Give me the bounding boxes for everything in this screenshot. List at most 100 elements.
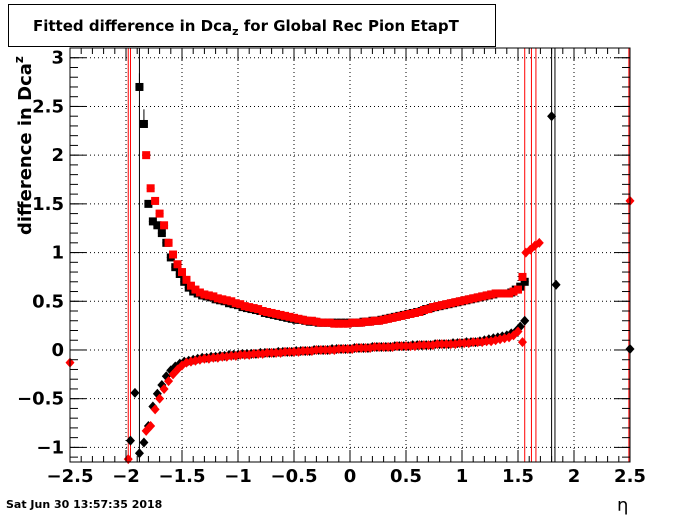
data-point-square [473, 293, 482, 302]
axis-ticks [69, 48, 631, 462]
data-point-diamond [534, 237, 544, 248]
data-point-square [433, 302, 442, 311]
x-tick-label: −0.5 [271, 466, 318, 487]
x-tick-label: 2.5 [614, 466, 646, 487]
plot-frame [69, 47, 631, 463]
data-point-square [352, 318, 361, 327]
x-tick-label: −1.5 [159, 466, 206, 487]
data-point-square [209, 292, 218, 301]
data-point-square [240, 302, 249, 311]
data-points [65, 73, 635, 465]
data-point-square [186, 281, 195, 290]
data-point-square [361, 317, 370, 326]
y-tick-label: −1 [36, 437, 64, 458]
data-point-square [343, 319, 352, 328]
x-tick-label: 0.5 [390, 466, 422, 487]
x-axis-label: η [617, 495, 629, 516]
data-point-diamond [520, 315, 530, 326]
data-point-square [482, 291, 491, 300]
data-point-square [222, 296, 231, 305]
data-point-square [258, 307, 267, 316]
data-point-square [316, 318, 325, 327]
x-tick-labels: −2.5 −2 −1.5 −1 −0.5 0 0.5 1 1.5 2 2.5 [47, 466, 646, 487]
data-point-square [249, 304, 258, 313]
data-point-square [153, 221, 162, 230]
data-point-diamond [146, 420, 156, 431]
data-point-square [160, 221, 169, 230]
data-point-square [375, 316, 384, 325]
data-point-square [135, 82, 144, 91]
y-tick-label: 1.5 [32, 194, 64, 215]
data-point-square [428, 303, 437, 312]
x-tick-label: 0 [344, 466, 357, 487]
data-point-square [478, 292, 487, 301]
data-point-square [294, 314, 303, 323]
x-tick-label: 1.5 [502, 466, 534, 487]
data-point-square [227, 297, 236, 306]
data-point-square [272, 309, 281, 318]
data-point-square [370, 316, 379, 325]
y-tick-label: 0 [51, 340, 64, 361]
data-point-square [330, 319, 339, 328]
y-tick-label: −0.5 [17, 389, 64, 410]
data-point-square [182, 275, 191, 284]
x-tick-label: 2 [568, 466, 581, 487]
y-tick-label: 0.5 [32, 291, 64, 312]
data-point-square [410, 308, 419, 317]
data-point-square [505, 289, 514, 298]
data-point-diamond [125, 435, 135, 446]
data-point-square [469, 294, 478, 303]
y-tick-labels: −1 −0.5 0 0.5 1 1.5 2 2.5 3 [17, 48, 64, 459]
data-point-square [245, 303, 254, 312]
timestamp: Sat Jun 30 13:57:35 2018 [6, 498, 163, 511]
data-point-diamond [155, 393, 165, 404]
data-point-square [357, 318, 366, 327]
data-point-square [276, 310, 285, 319]
data-point-diamond [123, 454, 133, 465]
data-point-square [406, 309, 415, 318]
data-point-square [491, 289, 500, 298]
data-point-square [204, 291, 213, 300]
data-point-diamond [150, 404, 160, 415]
x-tick-label: −2.5 [47, 466, 94, 487]
data-point-square [218, 295, 227, 304]
data-point-square [520, 277, 529, 286]
data-point-square [173, 260, 182, 269]
data-point-square [151, 196, 160, 205]
data-point-square [514, 285, 522, 294]
data-point-square [200, 290, 209, 299]
data-point-square [334, 319, 343, 328]
data-point-diamond [551, 279, 561, 290]
data-point-square [148, 217, 157, 226]
y-tick-label: 1 [51, 243, 64, 264]
y-axis-label: difference in Dcaz [12, 56, 36, 235]
data-point-square [348, 318, 357, 327]
data-point-square [518, 272, 527, 281]
data-point-square [455, 297, 464, 306]
data-point-diamond [547, 111, 557, 122]
data-point-square [164, 238, 173, 247]
data-point-square [144, 199, 153, 208]
chart-grid [69, 48, 631, 462]
data-point-square [437, 301, 446, 310]
data-point-square [446, 299, 455, 308]
data-point-square [307, 316, 316, 325]
data-point-square [366, 317, 375, 326]
data-point-square [415, 307, 424, 316]
data-point-square [379, 315, 388, 324]
data-point-square [397, 311, 406, 320]
data-point-square [178, 268, 186, 277]
data-point-square [155, 209, 164, 218]
y-tick-label: 2 [51, 145, 64, 166]
data-point-diamond [517, 337, 527, 348]
data-point-square [263, 307, 272, 316]
x-tick-label: 1 [456, 466, 469, 487]
data-point-square [213, 294, 222, 303]
data-point-square [384, 314, 393, 323]
data-point-square [339, 319, 348, 328]
y-tick-label: 2.5 [32, 96, 64, 117]
data-point-square [442, 300, 451, 309]
data-point-square [146, 184, 155, 193]
data-point-square [509, 287, 518, 296]
